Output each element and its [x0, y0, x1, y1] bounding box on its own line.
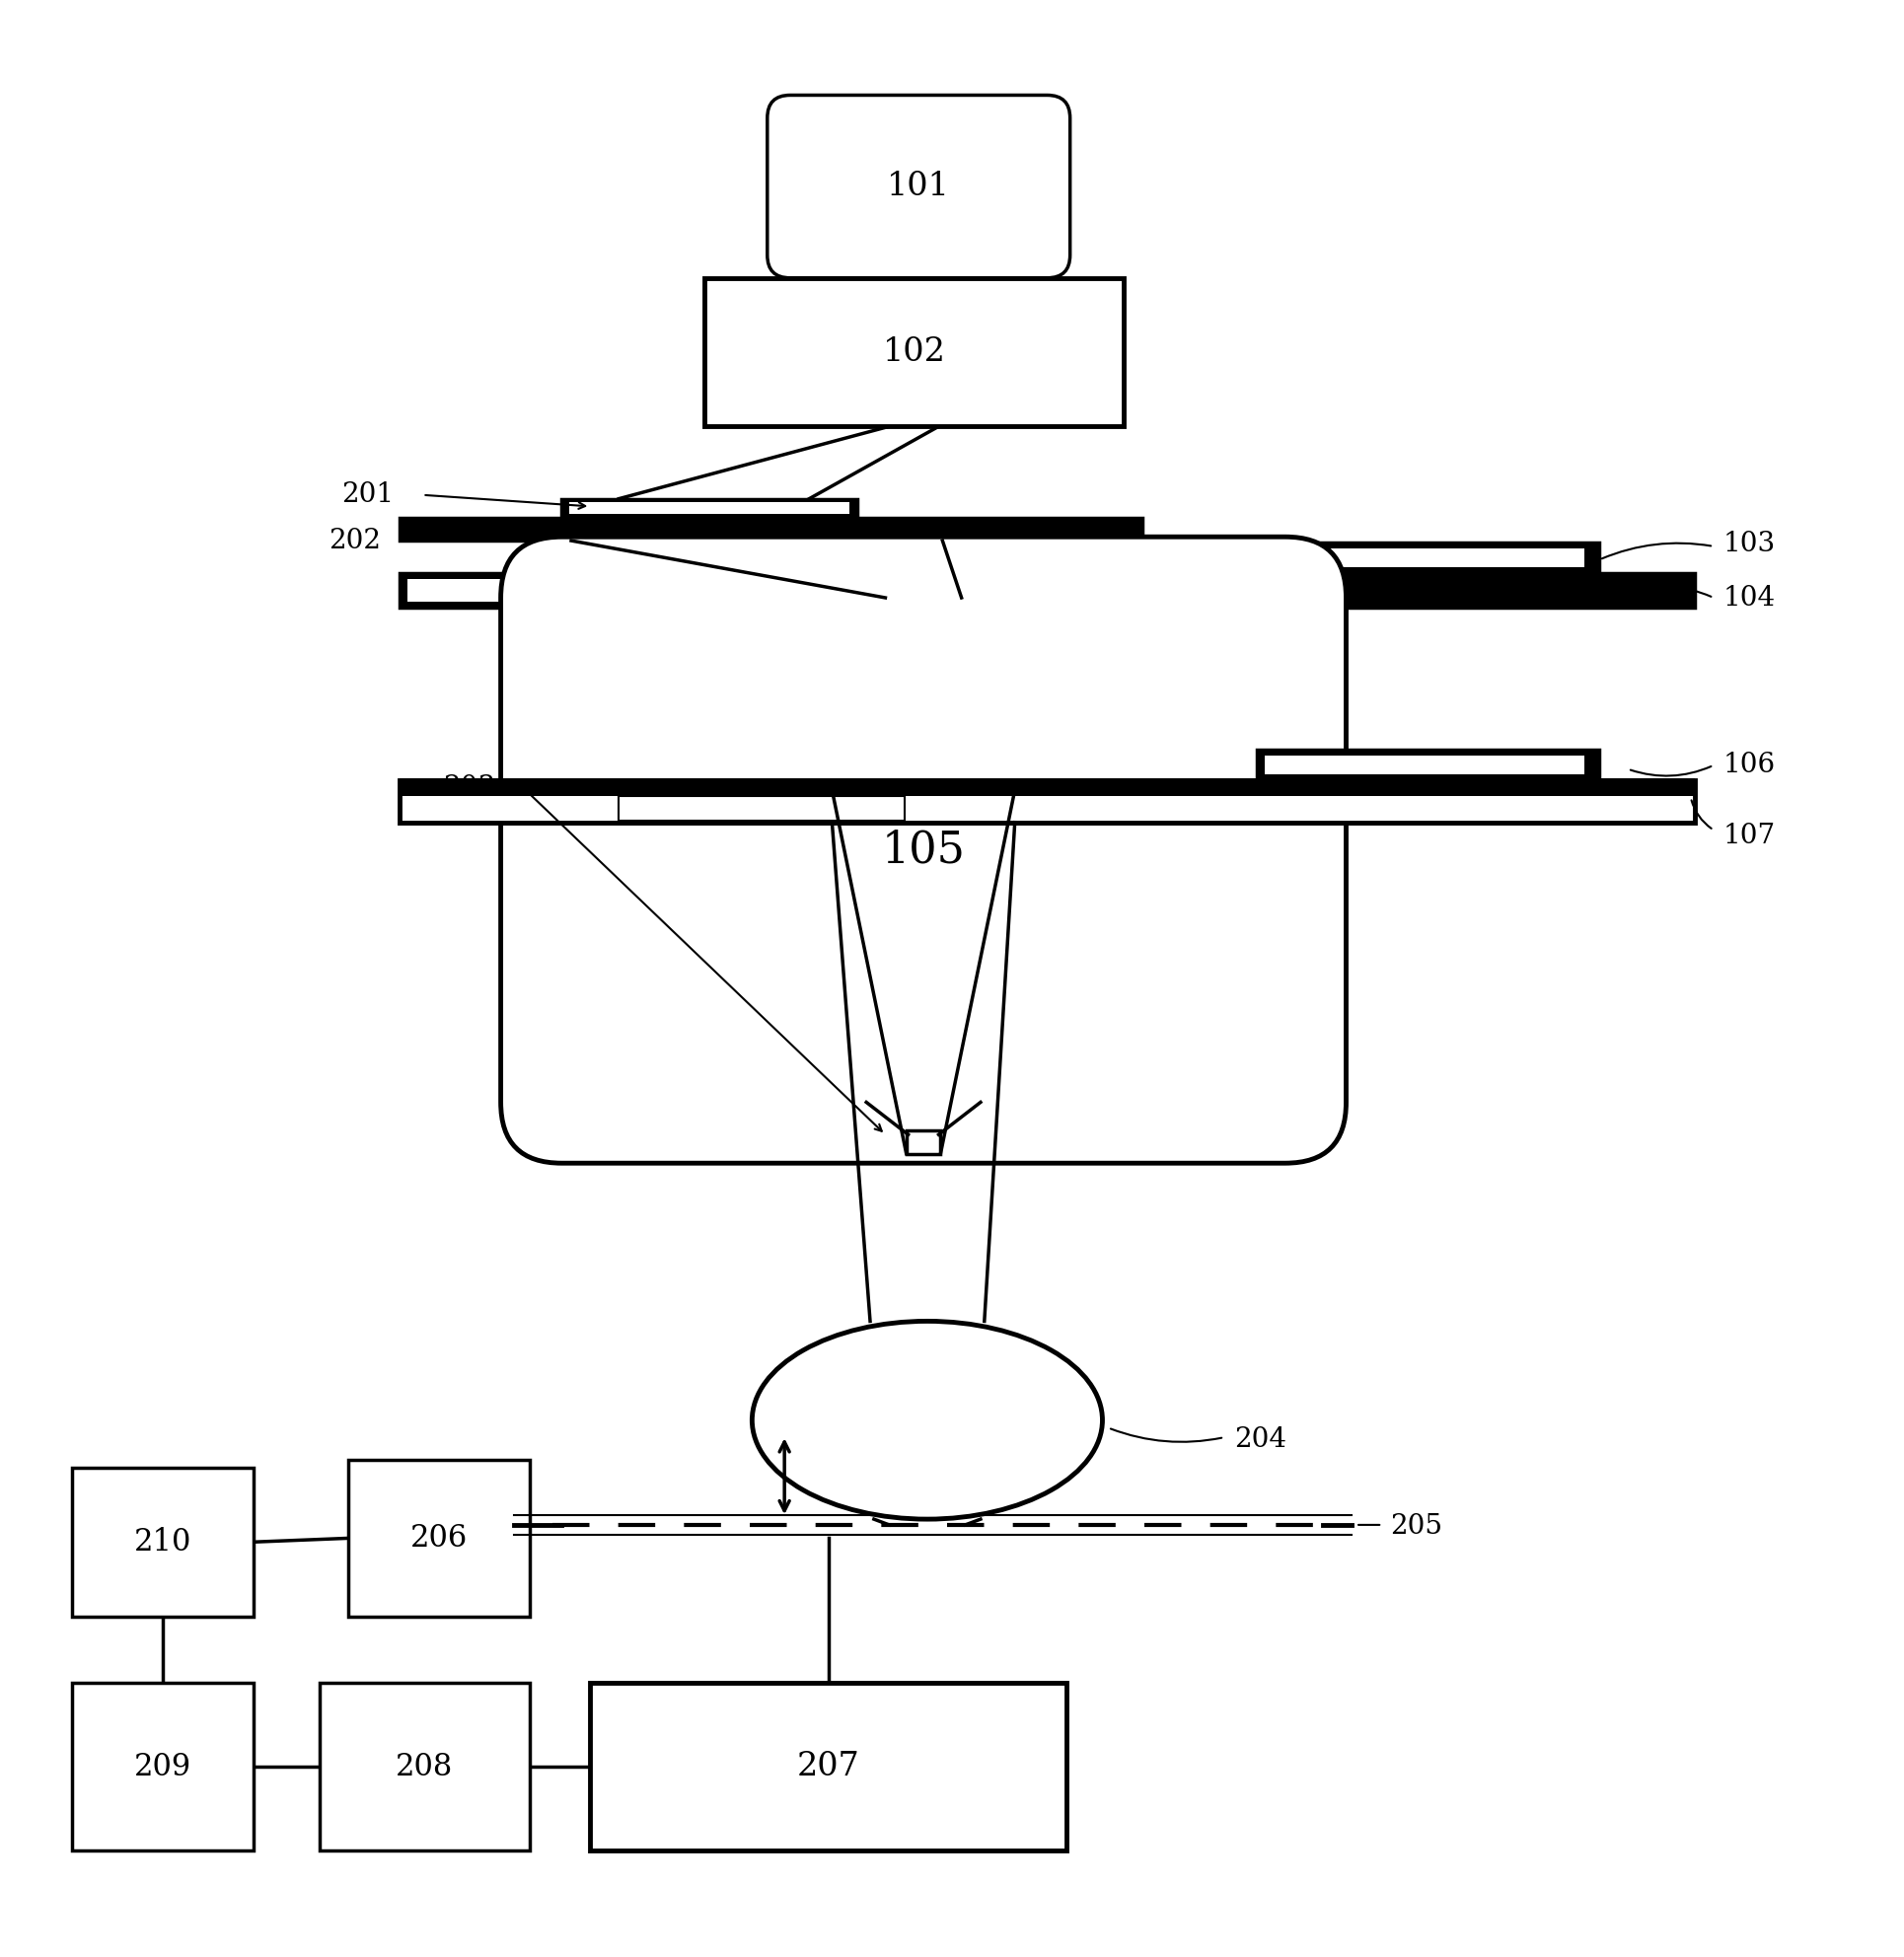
Bar [348, 1460, 529, 1616]
Text: 209: 209 [133, 1752, 192, 1783]
Text: 206: 206 [409, 1523, 468, 1554]
Bar [619, 796, 904, 820]
Bar [400, 781, 1695, 822]
Text: 101: 101 [887, 170, 950, 202]
FancyBboxPatch shape [767, 96, 1070, 278]
Text: 210: 210 [133, 1526, 192, 1558]
Text: 207: 207 [796, 1752, 861, 1783]
Bar [569, 503, 849, 515]
Bar [72, 1468, 253, 1616]
Bar [1257, 542, 1599, 573]
Text: 205: 205 [1390, 1513, 1441, 1540]
Bar [400, 519, 1142, 540]
Text: 208: 208 [396, 1752, 453, 1783]
Text: 203: 203 [444, 775, 495, 802]
Text: 102: 102 [882, 337, 946, 368]
Text: 201: 201 [341, 481, 394, 509]
Bar [1264, 548, 1584, 568]
Bar [1257, 750, 1599, 781]
Bar [320, 1683, 529, 1851]
Text: 107: 107 [1723, 822, 1776, 849]
Bar [407, 579, 1093, 601]
Bar [906, 1131, 941, 1153]
Bar [590, 1683, 1066, 1851]
Ellipse shape [752, 1321, 1102, 1519]
Bar [704, 278, 1123, 427]
Bar [72, 1683, 253, 1851]
Text: 204: 204 [1234, 1427, 1285, 1452]
Bar [400, 573, 1695, 607]
Bar [562, 499, 857, 519]
Text: 106: 106 [1723, 751, 1776, 779]
FancyBboxPatch shape [501, 536, 1346, 1162]
Text: 103: 103 [1723, 530, 1776, 558]
Text: 104: 104 [1723, 585, 1776, 611]
Bar [400, 779, 1695, 796]
Text: 105: 105 [882, 828, 965, 871]
Bar [1264, 755, 1584, 775]
Text: 202: 202 [329, 526, 381, 554]
